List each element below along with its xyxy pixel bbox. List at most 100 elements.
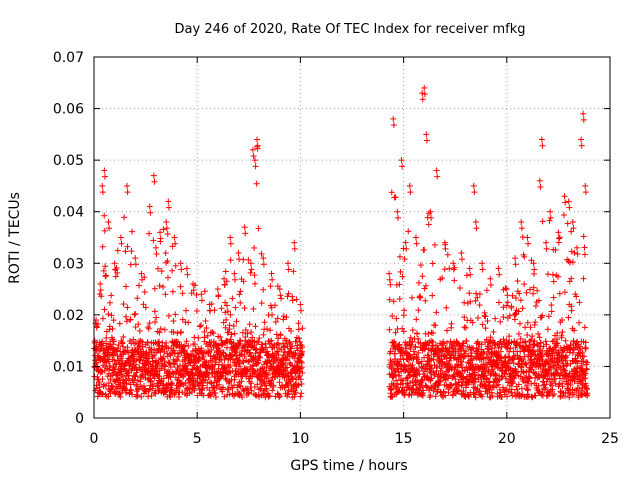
data-point (570, 391, 577, 398)
data-point (476, 291, 483, 298)
data-point (105, 380, 112, 387)
data-point (289, 343, 296, 350)
data-point (386, 296, 393, 303)
data-point (512, 371, 519, 378)
data-point (200, 353, 207, 360)
data-point (299, 344, 306, 351)
data-point (130, 336, 137, 343)
data-point (160, 375, 167, 382)
data-point (106, 366, 113, 373)
data-point (298, 381, 305, 388)
data-point (205, 349, 212, 356)
data-point (508, 339, 515, 346)
data-point (509, 392, 516, 399)
data-point-peak (479, 260, 486, 267)
data-point-peak (235, 249, 242, 256)
data-point (429, 330, 436, 337)
data-point (250, 305, 257, 312)
data-point (169, 380, 176, 387)
data-point (452, 376, 459, 383)
data-point-peak (518, 225, 525, 232)
data-point (549, 358, 556, 365)
data-point (468, 356, 475, 363)
data-point (543, 341, 550, 348)
data-point (581, 251, 588, 258)
data-point-peak (531, 266, 538, 273)
data-point (110, 317, 117, 324)
data-point (282, 356, 289, 363)
data-point (535, 371, 542, 378)
data-point (245, 358, 252, 365)
data-point (283, 337, 290, 344)
data-point (247, 269, 254, 276)
data-point (445, 375, 452, 382)
data-point (514, 352, 521, 359)
data-point (269, 387, 276, 394)
data-point (455, 383, 462, 390)
data-point (267, 362, 274, 369)
data-point (223, 316, 230, 323)
data-point (388, 386, 395, 393)
data-point-peak (132, 255, 139, 262)
data-point (459, 342, 466, 349)
data-point (461, 314, 468, 321)
data-point (227, 257, 234, 264)
data-point (161, 326, 168, 333)
data-point-peak (277, 292, 284, 299)
data-point (199, 385, 206, 392)
data-point (489, 393, 496, 400)
data-point-peak (153, 251, 160, 258)
data-point (386, 326, 393, 333)
data-point (511, 316, 518, 323)
data-point (256, 353, 263, 360)
data-point (495, 299, 502, 306)
data-point (495, 381, 502, 388)
data-point (102, 273, 109, 280)
data-point (120, 301, 127, 308)
data-point (461, 324, 468, 331)
data-point (542, 338, 549, 345)
data-point-peak (99, 189, 106, 196)
data-point (257, 385, 264, 392)
data-point (429, 338, 436, 345)
data-point (127, 316, 134, 323)
data-point-peak (569, 219, 576, 226)
data-point-peak (206, 301, 213, 308)
data-point (248, 387, 255, 394)
data-point (103, 359, 110, 366)
data-point (460, 388, 467, 395)
data-point (569, 349, 576, 356)
data-point (554, 340, 561, 347)
data-point (224, 344, 231, 351)
data-point (285, 290, 292, 297)
data-point (508, 386, 515, 393)
data-point (167, 393, 174, 400)
data-point (532, 319, 539, 326)
data-point (536, 334, 543, 341)
data-point-peak (97, 280, 104, 287)
data-point (255, 225, 262, 232)
data-point (552, 247, 559, 254)
data-point (99, 338, 106, 345)
data-point (502, 375, 509, 382)
data-point-peak (580, 116, 587, 123)
data-point (399, 377, 406, 384)
data-point-peak (268, 270, 275, 277)
data-point (581, 324, 588, 331)
data-point (162, 291, 169, 298)
data-point (432, 322, 439, 329)
data-point-peak (525, 240, 532, 247)
data-point (561, 367, 568, 374)
data-point (110, 338, 117, 345)
data-point (106, 358, 113, 365)
data-point (538, 353, 545, 360)
data-point (471, 369, 478, 376)
data-point (459, 378, 466, 385)
data-point (582, 339, 589, 346)
data-point (508, 303, 515, 310)
data-point (419, 273, 426, 280)
data-point (560, 212, 567, 219)
data-point (272, 318, 279, 325)
data-point-peak (566, 204, 573, 211)
data-point (549, 338, 556, 345)
